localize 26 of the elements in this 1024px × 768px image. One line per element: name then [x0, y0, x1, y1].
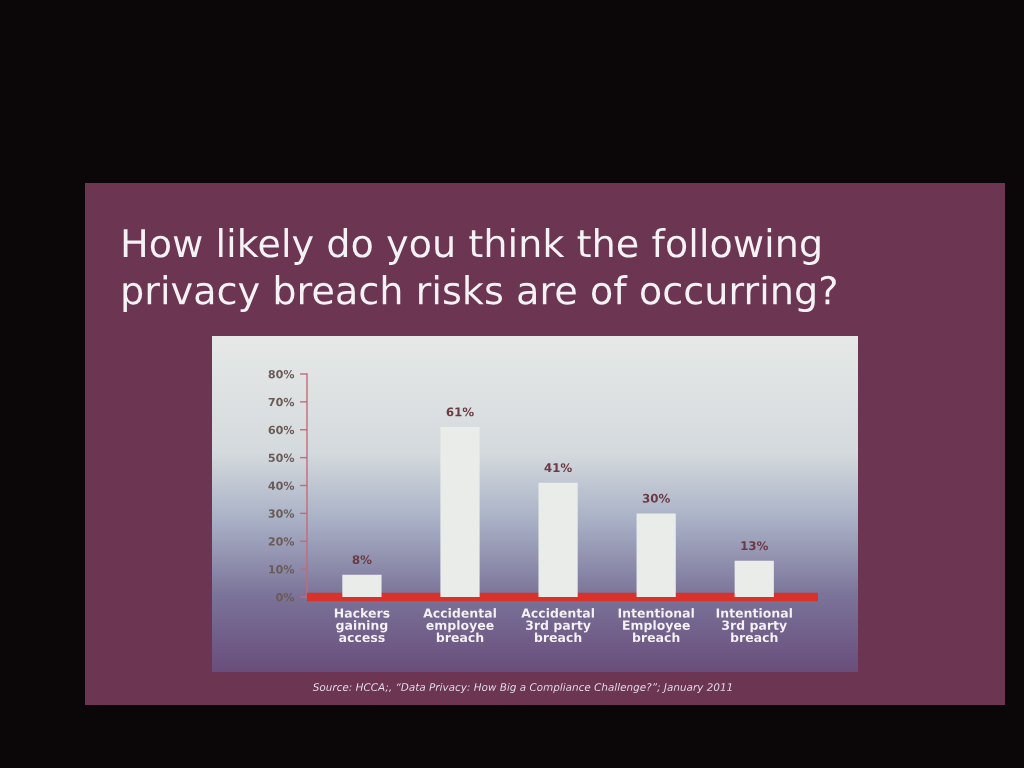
bar	[636, 513, 676, 597]
y-tick-label: 20%	[268, 537, 295, 546]
bar	[538, 482, 578, 597]
data-label: 61%	[446, 407, 474, 417]
x-tick-label: Hackers gaining access	[334, 608, 390, 643]
chart-title: How likely do you think the following privacy breach risks are of occurring?	[123, 228, 836, 313]
y-tick-label: 70%	[268, 397, 295, 407]
data-label: 30%	[642, 493, 670, 503]
x-tick-label: Intentional 3rd party breach	[716, 608, 792, 643]
y-tick-label: 30%	[268, 509, 295, 518]
y-tick-label: 50%	[268, 453, 295, 462]
y-tick-label: 60%	[268, 425, 295, 435]
x-tick-label: Accidental 3rd party breach	[521, 608, 594, 643]
bar	[440, 426, 480, 597]
y-tick-label: 0%	[276, 592, 295, 602]
y-tick-label: 40%	[268, 481, 295, 490]
x-tick-label: Accidental employee breach	[423, 608, 496, 643]
source-note: Source: HCCA;, “Data Privacy: How Big a Compliance Challenge?”; January 2011	[312, 682, 732, 694]
bar	[342, 574, 382, 597]
data-label: 41%	[544, 463, 572, 473]
bar	[734, 560, 774, 597]
y-tick-label: 80%	[268, 369, 295, 379]
data-label: 13%	[741, 541, 768, 551]
x-tick-label: Intentional Employee breach	[618, 608, 694, 643]
data-label: 8%	[352, 555, 372, 565]
y-tick-label: 10%	[269, 565, 295, 574]
